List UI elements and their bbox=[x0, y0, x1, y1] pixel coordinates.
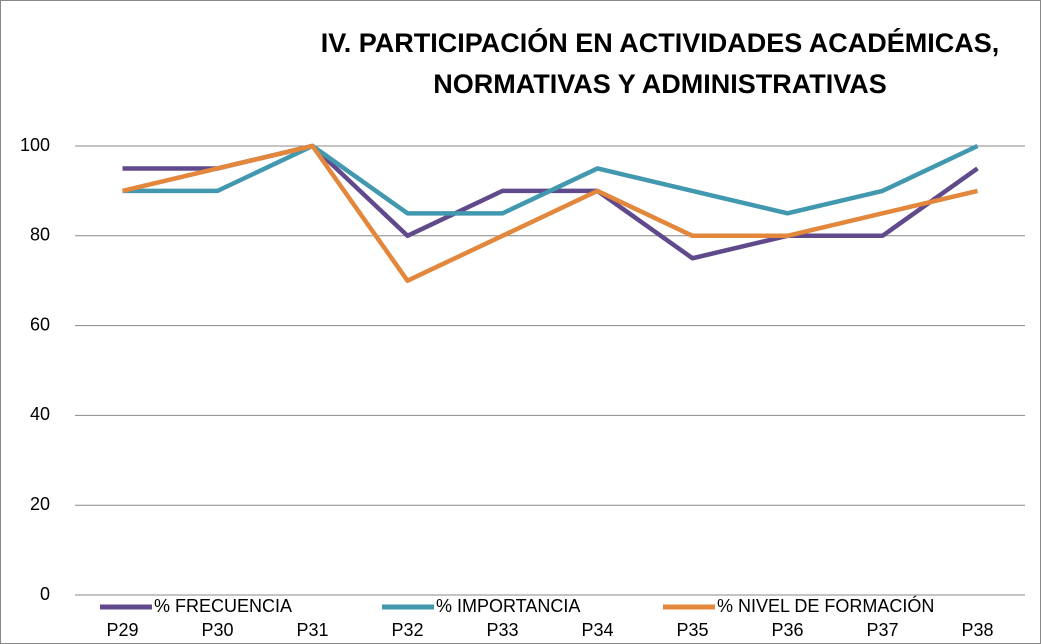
y-tick-label: 100 bbox=[20, 135, 50, 155]
y-tick-label: 80 bbox=[30, 225, 50, 245]
x-tick-label: P33 bbox=[486, 620, 518, 640]
chart-title: IV. PARTICIPACIÓN EN ACTIVIDADES ACADÉMI… bbox=[321, 27, 1000, 58]
x-tick-label: P29 bbox=[106, 620, 138, 640]
legend-label: % NIVEL DE FORMACIÓN bbox=[717, 595, 934, 616]
y-tick-label: 0 bbox=[40, 584, 50, 604]
series-line bbox=[122, 143, 979, 216]
x-tick-label: P38 bbox=[961, 620, 993, 640]
series-line bbox=[121, 143, 979, 283]
x-tick-label: P34 bbox=[581, 620, 613, 640]
x-tick-label: P37 bbox=[866, 620, 898, 640]
x-tick-label: P31 bbox=[296, 620, 328, 640]
chart-title: NORMATIVAS Y ADMINISTRATIVAS bbox=[433, 69, 887, 99]
x-tick-label: P36 bbox=[771, 620, 803, 640]
legend-label: % FRECUENCIA bbox=[154, 596, 292, 616]
x-tick-label: P35 bbox=[676, 620, 708, 640]
y-tick-label: 40 bbox=[30, 404, 50, 424]
y-tick-label: 20 bbox=[30, 494, 50, 514]
legend-label: % IMPORTANCIA bbox=[436, 596, 580, 616]
x-tick-label: P30 bbox=[201, 620, 233, 640]
y-tick-label: 60 bbox=[30, 314, 50, 334]
x-tick-label: P32 bbox=[391, 620, 423, 640]
